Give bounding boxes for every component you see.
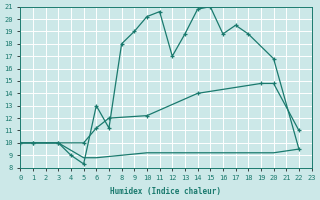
- X-axis label: Humidex (Indice chaleur): Humidex (Indice chaleur): [110, 187, 221, 196]
